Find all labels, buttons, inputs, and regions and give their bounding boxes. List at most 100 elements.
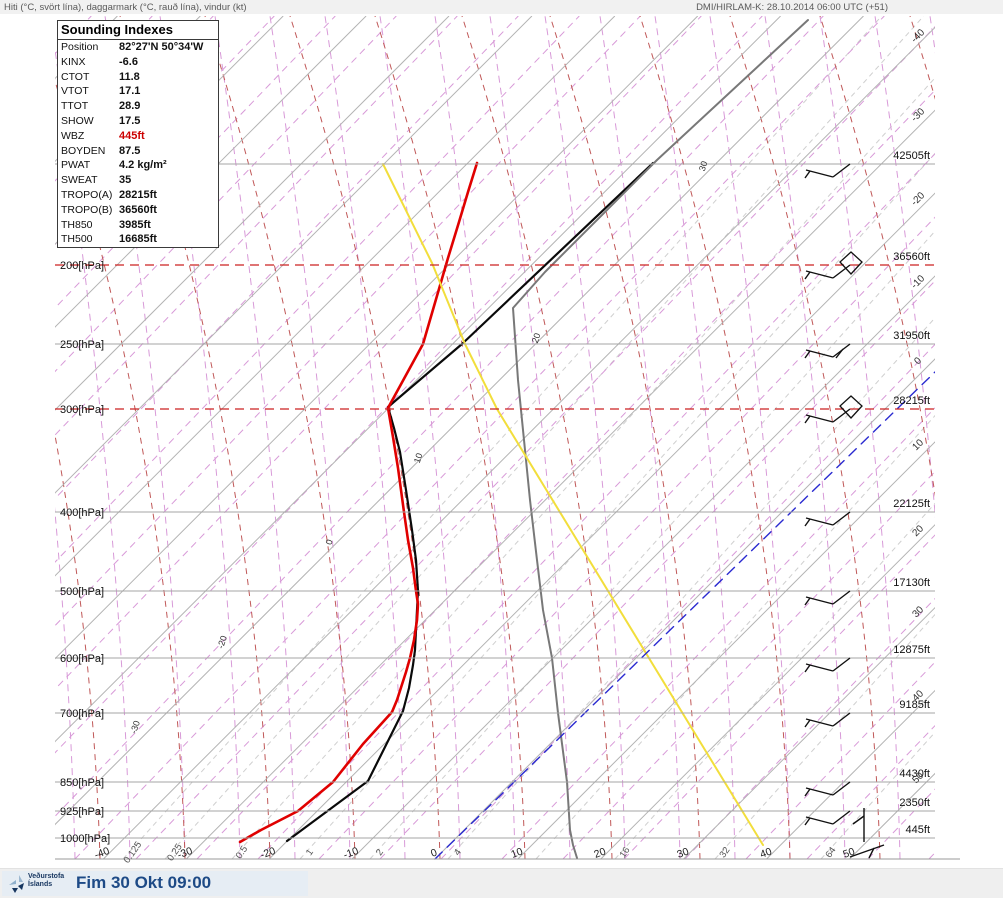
svg-text:22125ft: 22125ft — [893, 498, 930, 510]
svg-text:2: 2 — [374, 847, 386, 858]
svg-text:-20: -20 — [259, 845, 278, 862]
svg-text:50: 50 — [841, 845, 856, 860]
index-value: 87.5 — [119, 144, 141, 157]
model-run-caption: DMI/HIRLAM-K: 28.10.2014 06:00 UTC (+51) — [696, 2, 888, 13]
dewpoint-red-curve — [238, 161, 479, 844]
reference-gray-curve — [512, 19, 809, 859]
mixing-ratio-grid — [122, 16, 935, 860]
dry-adiabat-grid-diagonal — [55, 16, 935, 860]
footer-bar: Veðurstofa Íslands Fim 30 Okt 09:00 — [0, 868, 1003, 898]
compass-logo-icon — [9, 875, 24, 893]
svg-text:40: 40 — [758, 845, 773, 860]
svg-text:0.125: 0.125 — [122, 840, 145, 866]
index-value: 11.8 — [119, 70, 140, 83]
vedurstofa-logo — [8, 874, 70, 896]
index-row-TH850: TH850 3985ft — [58, 218, 218, 233]
index-label: CTOT — [61, 70, 90, 83]
svg-text:30: 30 — [910, 604, 926, 620]
index-value: 4.2 kg/m² — [119, 159, 167, 172]
sounding-indexes-panel: Sounding Indexes Position 82°27'N 50°34'W… — [57, 20, 219, 249]
svg-text:300[hPa]: 300[hPa] — [60, 404, 104, 416]
svg-text:4: 4 — [452, 847, 464, 858]
temperature-tick-labels: -40 -30 -20 -10 0 10 20 30 40 50 — [93, 845, 857, 862]
wind-barb — [849, 808, 885, 859]
svg-text:30: 30 — [697, 160, 710, 173]
index-row-SHOW: SHOW 17.5 — [58, 114, 218, 129]
svg-text:32: 32 — [717, 845, 732, 860]
index-row-SWEAT: SWEAT 35 — [58, 173, 218, 188]
svg-text:850[hPa]: 850[hPa] — [60, 777, 104, 789]
index-label: TTOT — [61, 100, 89, 113]
index-label: TROPO(B) — [61, 203, 113, 216]
svg-text:600[hPa]: 600[hPa] — [60, 653, 104, 665]
legend-caption: Hiti (°C, svört lína), daggarmark (°C, r… — [4, 2, 247, 13]
index-value: 35 — [119, 174, 132, 187]
index-value: 17.5 — [119, 114, 141, 127]
svg-text:10: 10 — [910, 437, 926, 453]
index-row-CTOT: CTOT 11.8 — [58, 70, 218, 85]
index-label: TROPO(A) — [61, 188, 113, 201]
svg-text:700[hPa]: 700[hPa] — [60, 708, 104, 720]
svg-text:20: 20 — [592, 845, 607, 860]
index-row-TTOT: TTOT 28.9 — [58, 99, 218, 114]
svg-text:1000[hPa]: 1000[hPa] — [60, 833, 110, 845]
header-bar: Hiti (°C, svört lína), daggarmark (°C, r… — [0, 0, 1003, 14]
svg-text:4430ft: 4430ft — [899, 768, 930, 780]
svg-text:0: 0 — [429, 846, 439, 859]
wind-barb — [804, 712, 851, 728]
altitude-labels: 42505ft 36560ft 31950ft 28215ft 22125ft 17130… — [893, 150, 930, 836]
index-value: 28215ft — [119, 188, 157, 201]
index-label: Position — [61, 41, 99, 53]
wind-barb — [804, 781, 851, 797]
wind-barb — [804, 163, 851, 179]
footer-frame: Veðurstofa Íslands Fim 30 Okt 09:00 — [2, 871, 308, 896]
svg-text:925[hPa]: 925[hPa] — [60, 806, 104, 818]
index-row-BOYDEN: BOYDEN 87.5 — [58, 144, 218, 159]
index-label: TH850 — [61, 218, 93, 231]
freezing-isotherm-blue-curve — [434, 371, 935, 860]
index-label: KINX — [61, 55, 86, 68]
svg-text:-10: -10 — [909, 273, 927, 291]
isobar-grid — [55, 163, 960, 860]
index-label: BOYDEN — [61, 144, 106, 157]
pressure-labels: 200[hPa] 250[hPa] 300[hPa] 400[hPa] 500[hPa]… — [60, 260, 110, 845]
wind-barb — [804, 395, 863, 424]
svg-text:2350ft: 2350ft — [899, 797, 930, 809]
svg-text:17130ft: 17130ft — [893, 577, 930, 589]
index-row-WBZ: WBZ 445ft — [58, 129, 218, 144]
svg-text:400[hPa]: 400[hPa] — [60, 507, 104, 519]
wind-barb — [804, 343, 851, 359]
tropopause-lines — [55, 264, 935, 410]
svg-text:250[hPa]: 250[hPa] — [60, 339, 104, 351]
svg-text:-20: -20 — [215, 634, 229, 649]
index-label: SWEAT — [61, 174, 98, 187]
svg-text:1: 1 — [304, 847, 316, 858]
index-label: SHOW — [61, 114, 94, 127]
adiabat-value-labels: -30 -20 0 10 20 30 — [128, 160, 709, 735]
index-row-TROPOB: TROPO(B) 36560ft — [58, 203, 218, 218]
index-row-PWAT: PWAT 4.2 kg/m² — [58, 158, 218, 173]
svg-text:445ft: 445ft — [906, 824, 930, 836]
wind-barb — [804, 590, 851, 606]
index-label: TH500 — [61, 233, 93, 246]
svg-text:12875ft: 12875ft — [893, 644, 930, 656]
svg-text:20: 20 — [530, 332, 543, 345]
svg-text:-30: -30 — [909, 106, 927, 124]
svg-text:200[hPa]: 200[hPa] — [60, 260, 104, 272]
index-value: 82°27'N 50°34'W — [119, 41, 204, 53]
svg-text:-30: -30 — [128, 719, 142, 734]
svg-text:31950ft: 31950ft — [893, 330, 930, 342]
svg-text:500[hPa]: 500[hPa] — [60, 586, 104, 598]
index-row-TROPOA: TROPO(A) 28215ft — [58, 188, 218, 203]
svg-text:28215ft: 28215ft — [893, 395, 930, 407]
frame-timestamp: Fim 30 Okt 09:00 — [76, 873, 212, 892]
wind-barb — [804, 657, 851, 673]
svg-text:-30: -30 — [176, 845, 195, 862]
svg-text:20: 20 — [910, 523, 926, 539]
index-row-VTOT: VTOT 17.1 — [58, 84, 218, 99]
svg-text:-40: -40 — [93, 845, 112, 862]
index-value: 16685ft — [119, 233, 157, 246]
index-value: 36560ft — [119, 203, 157, 216]
index-label: PWAT — [61, 159, 91, 172]
